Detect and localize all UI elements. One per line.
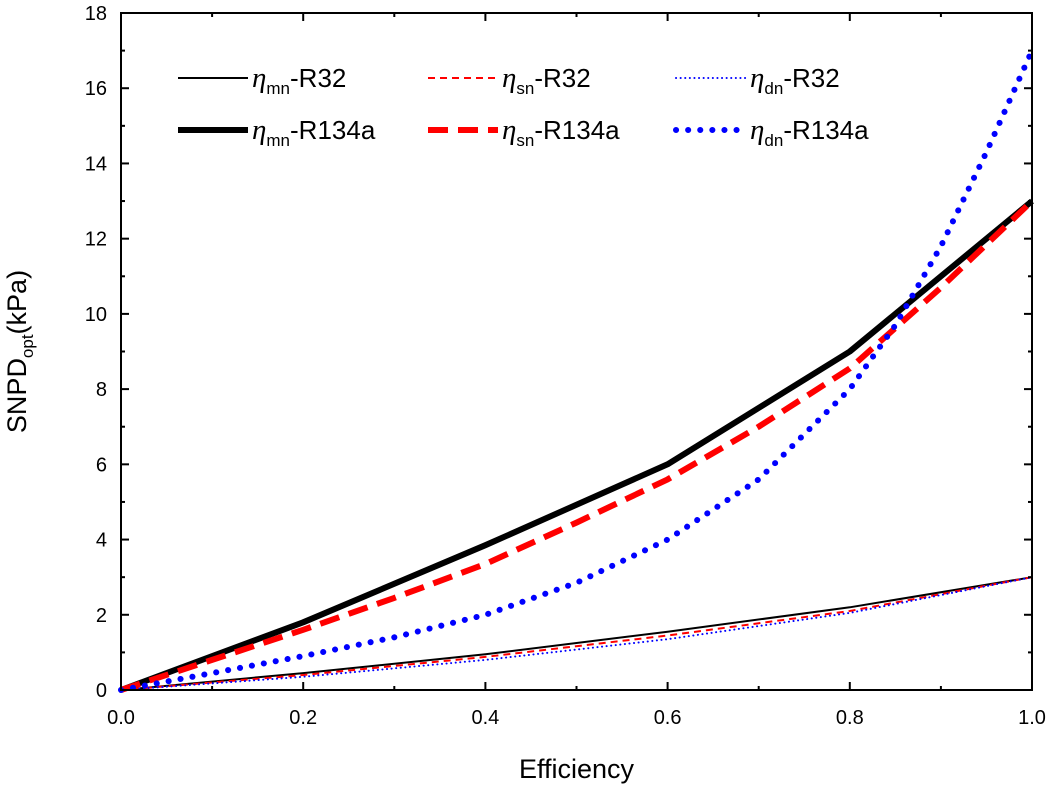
y-tick-label: 16 bbox=[85, 78, 107, 100]
legend-label-sn-r32: ηsn-R32 bbox=[502, 62, 591, 98]
y-tick-label: 2 bbox=[96, 605, 107, 627]
y-tick-label: 12 bbox=[85, 229, 107, 251]
series-line-mn-r134a bbox=[119, 198, 1034, 693]
legend-label-dn-r134a: ηdn-R134a bbox=[750, 114, 869, 150]
y-tick-label: 4 bbox=[96, 530, 107, 552]
legend-label-sn-r134a: ηsn-R134a bbox=[502, 114, 620, 150]
x-tick-label: 0.8 bbox=[836, 707, 864, 729]
x-tick-label: 1.0 bbox=[1018, 707, 1046, 729]
legend-item-mn-r134a: ηmn-R134a bbox=[178, 114, 376, 150]
legend-label-mn-r134a: ηmn-R134a bbox=[252, 114, 376, 150]
legend-item-sn-r134a: ηsn-R134a bbox=[428, 114, 620, 150]
series-line-dn-r32 bbox=[120, 576, 1033, 691]
legend: ηmn-R32 ηsn-R32 ηdn-R32 ηmn-R134a ηsn-R134a η… bbox=[178, 62, 869, 150]
x-tick-label: 0.4 bbox=[471, 707, 499, 729]
legend-label-mn-r32: ηmn-R32 bbox=[252, 62, 346, 98]
series-line-sn-r32 bbox=[120, 576, 1033, 691]
x-tick-label: 0.6 bbox=[654, 707, 682, 729]
axis-ticks: 0.0 0.2 0.4 0.6 0.8 1.0 0 2 4 6 8 10 12 14 16 18 bbox=[85, 3, 1046, 729]
series-layer bbox=[118, 47, 1035, 693]
legend-item-dn-r32: ηdn-R32 bbox=[675, 62, 840, 98]
y-axis-title-main: SNPD bbox=[2, 358, 32, 433]
legend-item-mn-r32: ηmn-R32 bbox=[178, 62, 346, 98]
y-axis-title: SNPDopt(kPa) bbox=[2, 270, 37, 433]
legend-item-sn-r32: ηsn-R32 bbox=[428, 62, 591, 98]
y-tick-label: 14 bbox=[85, 153, 107, 175]
legend-label-dn-r32: ηdn-R32 bbox=[750, 62, 840, 98]
y-axis-title-sub: opt bbox=[18, 334, 37, 358]
y-axis-title-unit: (kPa) bbox=[2, 270, 32, 335]
series-line-mn-r32 bbox=[120, 576, 1033, 691]
y-tick-label: 18 bbox=[85, 3, 107, 25]
y-tick-label: 6 bbox=[96, 454, 107, 476]
y-tick-label: 0 bbox=[96, 680, 107, 702]
y-tick-label: 8 bbox=[96, 379, 107, 401]
series-line-dn-r134a bbox=[118, 47, 1035, 693]
x-tick-label: 0.0 bbox=[107, 707, 135, 729]
x-axis-title: Efficiency bbox=[519, 754, 635, 784]
series-line-sn-r134a bbox=[120, 198, 1035, 693]
y-tick-label: 10 bbox=[85, 304, 107, 326]
x-tick-label: 0.2 bbox=[289, 707, 317, 729]
legend-item-dn-r134a: ηdn-R134a bbox=[673, 114, 869, 150]
